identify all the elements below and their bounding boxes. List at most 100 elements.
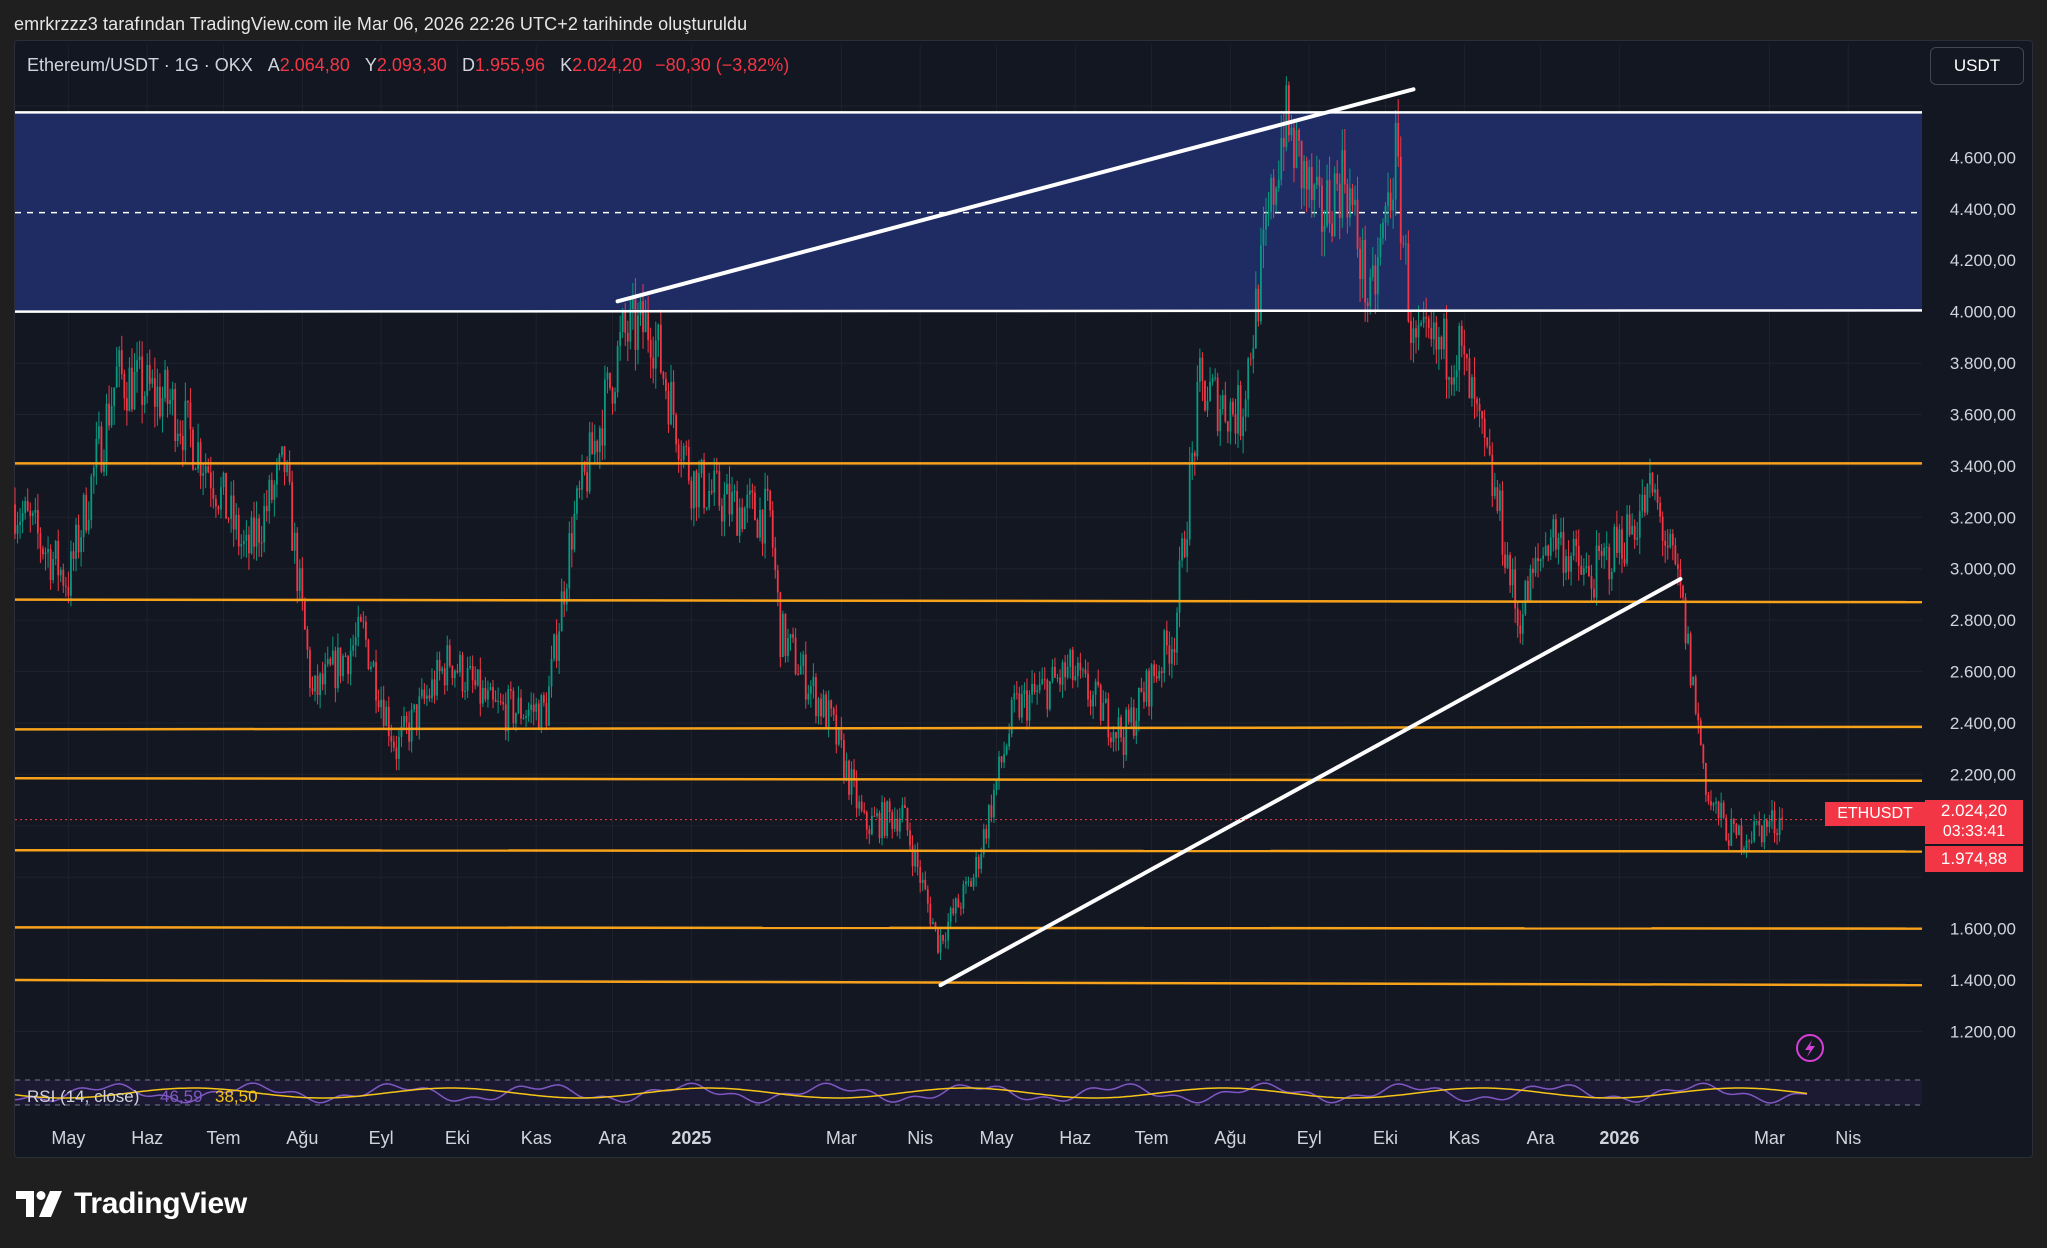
candle-body [85, 494, 88, 531]
candle-body [1687, 633, 1689, 644]
candle-body [1692, 676, 1695, 686]
candle-body [1420, 322, 1422, 326]
candle-body [743, 508, 746, 530]
candle-body [270, 479, 273, 500]
lightning-icon [1796, 1034, 1824, 1062]
currency-button[interactable]: USDT [1930, 47, 2024, 85]
candle-body [1061, 662, 1064, 685]
y-tick-label: 3.200,00 [1950, 508, 2016, 527]
candle-body [1425, 317, 1428, 319]
candle-body [540, 695, 543, 730]
candle-body [1758, 821, 1761, 826]
candle-body [1671, 533, 1674, 546]
candle-body [1598, 545, 1600, 552]
candle-body [184, 400, 187, 451]
x-tick-label: Eki [1373, 1128, 1398, 1148]
candle-body [812, 676, 815, 687]
candle-body [174, 389, 177, 442]
candle-body [1076, 662, 1079, 676]
candle-body [423, 689, 426, 699]
candle-body [593, 440, 596, 455]
candle-body [781, 613, 784, 658]
candle-body [436, 659, 438, 696]
candle-body [644, 313, 647, 333]
candle-body [344, 655, 347, 657]
candle-body [1204, 380, 1206, 411]
y-tick-label: 2.800,00 [1950, 611, 2016, 630]
candle-body [878, 813, 881, 839]
candle-body [352, 645, 355, 651]
candle-body [1402, 243, 1405, 245]
candle-body [1704, 763, 1707, 795]
candle-body [1066, 666, 1069, 678]
candle-body [382, 699, 385, 726]
candle-body [1369, 277, 1372, 307]
candle-body [1453, 377, 1456, 385]
candle-body [44, 552, 47, 555]
candle-body [1641, 494, 1644, 512]
candle-body [1506, 554, 1509, 568]
tradingview-logo[interactable]: TradingView [16, 1184, 247, 1224]
candle-body [1631, 525, 1634, 535]
candle-body [113, 387, 116, 406]
candle-body [418, 696, 421, 728]
candle-body [387, 706, 390, 737]
candle-body [1148, 670, 1150, 707]
candle-body [606, 372, 609, 380]
candle-body [1074, 675, 1077, 680]
candle-body [710, 490, 713, 493]
candle-body [1071, 649, 1074, 680]
candle-body [1384, 205, 1387, 223]
candle-body [1343, 150, 1346, 185]
candle-body [843, 739, 845, 779]
candle-body [1577, 545, 1580, 566]
candle-body [1661, 516, 1664, 541]
candle-body [840, 727, 843, 740]
candle-body [911, 845, 914, 867]
candle-body [1763, 820, 1766, 843]
candle-body [1374, 265, 1377, 295]
candle-body [1504, 554, 1506, 568]
candle-body [993, 790, 995, 818]
candle-body [36, 509, 39, 534]
candle-body [1275, 188, 1278, 205]
candle-body [631, 299, 634, 310]
candle-body [329, 659, 332, 665]
candle-body [1740, 825, 1743, 851]
candle-body [75, 524, 77, 560]
candle-body [1707, 794, 1710, 802]
candle-body [125, 398, 128, 411]
candle-body [57, 540, 60, 576]
candle-body [1455, 370, 1458, 378]
candle-body [815, 676, 817, 717]
candle-body [944, 940, 947, 942]
high-label: Y [364, 55, 377, 75]
candle-body [1300, 140, 1303, 189]
candle-body [779, 592, 782, 658]
candle-body [929, 903, 932, 925]
support-resistance-line [14, 598, 1923, 604]
candle-body [1104, 698, 1107, 703]
candle-body [741, 507, 744, 530]
candle-body [1313, 184, 1316, 200]
x-tick-label: Eki [445, 1128, 470, 1148]
y-tick-label: 3.800,00 [1950, 354, 2016, 373]
candle-body [820, 698, 822, 717]
symbol-name[interactable]: Ethereum/USDT · 1G · OKX [27, 55, 253, 75]
candle-body [784, 613, 787, 656]
candle-body [347, 656, 349, 675]
candle-body [1537, 558, 1539, 562]
candle-body [1211, 378, 1214, 382]
candle-body [1010, 699, 1013, 734]
candle-body [1649, 472, 1651, 485]
candle-body [1028, 694, 1031, 721]
candle-body [1682, 585, 1684, 598]
candle-body [1465, 354, 1468, 359]
candle-body [1623, 558, 1626, 564]
candle-body [1628, 514, 1631, 535]
candle-body [898, 818, 901, 832]
candle-body [855, 778, 858, 809]
y-tick-label: 1.400,00 [1950, 971, 2016, 990]
candle-body [1717, 801, 1720, 819]
